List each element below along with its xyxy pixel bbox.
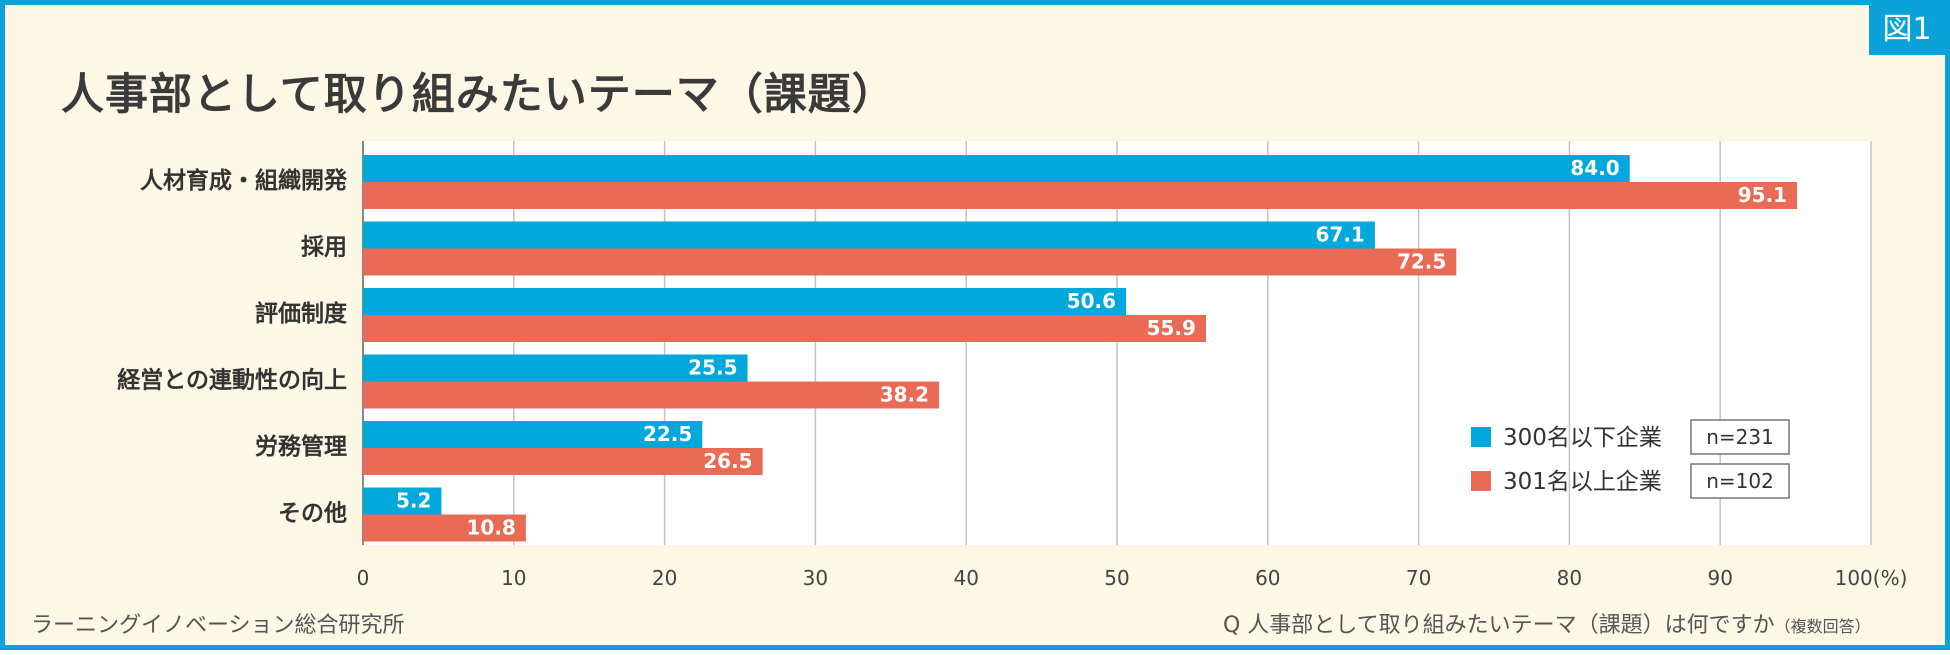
bar-series-300-or-less xyxy=(363,421,703,448)
bar-series-301-or-more xyxy=(363,182,1798,209)
legend-label: 300名以下企業 xyxy=(1503,425,1662,451)
survey-question-text: Q 人事部として取り組みたいテーマ（課題）は何ですか xyxy=(1223,613,1775,638)
data-label: 95.1 xyxy=(1738,183,1787,207)
chart-title: 人事部として取り組みたいテーマ（課題） xyxy=(61,70,896,120)
category-label: 経営との連動性の向上 xyxy=(117,367,347,394)
category-label: 人材育成・組織開発 xyxy=(140,167,348,194)
x-tick-label: 30 xyxy=(803,566,828,590)
data-label: 55.9 xyxy=(1147,316,1196,340)
x-tick-label: 80 xyxy=(1557,566,1582,590)
x-tick-label: 50 xyxy=(1104,566,1129,590)
bar-series-301-or-more xyxy=(363,315,1206,342)
x-tick-label: 20 xyxy=(652,566,677,590)
data-label: 26.5 xyxy=(703,449,752,473)
x-tick-label: 10 xyxy=(501,566,526,590)
data-label: 84.0 xyxy=(1570,156,1619,180)
data-label: 25.5 xyxy=(688,356,737,380)
data-label: 10.8 xyxy=(467,516,516,540)
legend-label: 301名以上企業 xyxy=(1503,469,1662,495)
source-credit: ラーニングイノベーション総合研究所 xyxy=(31,613,405,638)
bar-series-301-or-more xyxy=(363,514,526,542)
category-label: 労務管理 xyxy=(255,433,347,460)
legend-n-box xyxy=(1690,463,1790,499)
x-tick-label: 60 xyxy=(1255,566,1280,590)
category-label: 採用 xyxy=(301,235,347,261)
bar-series-301-or-more xyxy=(363,248,1457,276)
x-tick-label: 40 xyxy=(953,566,978,590)
survey-question: Q 人事部として取り組みたいテーマ（課題）は何ですか（複数回答） xyxy=(1223,607,1871,639)
legend-swatch xyxy=(1471,471,1491,491)
category-label: その他 xyxy=(278,501,347,527)
bar-series-300-or-less xyxy=(363,487,442,515)
x-tick-label: 100(%) xyxy=(1835,566,1908,590)
data-label: 67.1 xyxy=(1316,223,1365,247)
x-tick-label: 0 xyxy=(357,566,370,590)
bar-series-301-or-more xyxy=(363,448,763,475)
legend-n-label: n=102 xyxy=(1706,469,1774,493)
figure-number-badge: 図1 xyxy=(1869,5,1945,55)
data-label: 5.2 xyxy=(396,489,431,513)
bar-series-300-or-less xyxy=(363,221,1375,249)
legend-n-box xyxy=(1690,419,1790,455)
bar-chart: 0 10 20 30 40 50 60 70 80 90 100(%) 人材育成・組織開発 84.0 95… xyxy=(117,141,1908,590)
legend-swatch xyxy=(1471,427,1491,447)
bar-series-301-or-more xyxy=(363,381,940,409)
data-label: 50.6 xyxy=(1067,289,1116,313)
bar-series-300-or-less xyxy=(363,354,748,382)
bar-series-300-or-less xyxy=(363,155,1630,182)
data-label: 72.5 xyxy=(1397,250,1446,274)
legend-n-label: n=231 xyxy=(1706,425,1774,449)
x-tick-label: 90 xyxy=(1707,566,1732,590)
data-label: 38.2 xyxy=(880,383,929,407)
survey-question-note: （複数回答） xyxy=(1774,617,1871,636)
x-tick-label: 70 xyxy=(1406,566,1431,590)
category-label: 評価制度 xyxy=(255,300,348,327)
data-label: 22.5 xyxy=(643,422,692,446)
bar-series-300-or-less xyxy=(363,288,1127,315)
